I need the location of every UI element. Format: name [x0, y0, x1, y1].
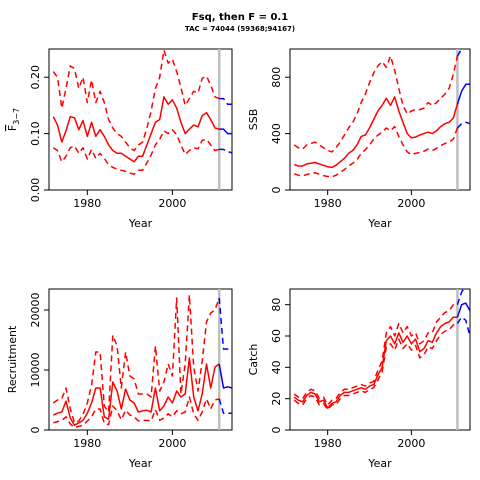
ssb-plot-area [293, 49, 470, 190]
catch-ytick-label: 20 [270, 392, 283, 406]
catch-ytick-label: 0 [270, 427, 283, 434]
fbar-panel: 1980 2000 Year 0.00 0.10 0.20 F3−7 [6, 48, 233, 230]
catch-ytick-label: 40 [270, 360, 283, 374]
recruitment-ytick-label: 10000 [29, 353, 42, 388]
fbar-series-median [52, 96, 220, 163]
recruitment-xtick-label: 1980 [73, 437, 101, 450]
ssb-ytick-label: 400 [270, 123, 283, 144]
catch-series-lower [293, 322, 458, 411]
recruitment-panel: 1980 2000 Year 0 10000 20000 Recruitment [6, 288, 233, 470]
catch-xtick-label: 1980 [314, 437, 342, 450]
ssb-ytick-label: 800 [270, 67, 283, 88]
fbar-xlabel: Year [128, 217, 153, 230]
recruitment-series-upper [52, 294, 220, 424]
fbar-series-upper [52, 49, 220, 152]
fbar-ytick-label: 0.00 [29, 178, 42, 203]
fbar-ylabel: F3−7 [6, 108, 21, 131]
catch-xlabel: Year [367, 457, 392, 470]
fbar-xtick-label: 1980 [73, 197, 101, 210]
ssb-series-median [293, 96, 459, 169]
ssb-series-upper [293, 55, 459, 153]
recruitment-ylabel: Recruitment [6, 325, 19, 393]
ssb-series-proj-median [456, 83, 470, 105]
recruitment-series-proj-median [218, 363, 232, 389]
fbar-ytick-label: 0.20 [29, 65, 42, 90]
fbar-series-proj-lower [219, 148, 232, 154]
ssb-xtick-label: 2000 [397, 197, 425, 210]
ssb-series-proj-upper [456, 49, 463, 57]
recruitment-series-median [53, 357, 220, 426]
fbar-plot-frame [48, 48, 233, 191]
ssb-plot-frame [289, 48, 471, 191]
catch-series-upper [293, 303, 458, 406]
catch-series-median [293, 316, 458, 409]
catch-series-proj-median [456, 302, 470, 318]
recruitment-ytick-label: 20000 [29, 293, 42, 328]
fbar-ytick-label: 0.10 [29, 121, 42, 146]
catch-series-proj-lower [456, 316, 470, 338]
fbar-series-lower [52, 128, 220, 175]
fbar-plot-area [52, 49, 232, 190]
ssb-xtick-label: 1980 [314, 197, 342, 210]
fbar-series-proj-upper [219, 97, 232, 106]
recruitment-ytick-label: 0 [29, 427, 42, 434]
recruitment-xtick-label: 2000 [158, 437, 186, 450]
figure-title: Fsq, then F = 0.1 [192, 12, 288, 23]
fbar-series-proj-median [219, 128, 232, 135]
recruitment-series-proj-upper [218, 297, 232, 350]
recruitment-plot-frame [48, 288, 233, 431]
ssb-ytick-label: 0 [270, 187, 283, 194]
ssb-ylabel: SSB [247, 109, 260, 131]
ssb-panel: 1980 2000 Year 0 400 800 SSB [247, 48, 471, 230]
recruitment-xlabel: Year [128, 457, 153, 470]
recruitment-series-proj-lower [218, 398, 232, 414]
catch-plot-area [293, 289, 470, 430]
catch-ytick-label: 60 [270, 329, 283, 343]
recruitment-series-lower [53, 396, 220, 429]
catch-ytick-label: 80 [270, 298, 283, 312]
recruitment-plot-area [52, 289, 232, 430]
catch-xtick-label: 2000 [397, 437, 425, 450]
ssb-series-proj-lower [456, 121, 470, 129]
figure-subtitle: TAC = 74044 (59368;94167) [185, 25, 295, 33]
fbar-xtick-label: 2000 [158, 197, 186, 210]
catch-panel: 1980 2000 Year 0 20 40 60 80 Catch [247, 288, 471, 470]
catch-ylabel: Catch [247, 344, 260, 376]
catch-plot-frame [289, 288, 471, 431]
ssb-xlabel: Year [367, 217, 392, 230]
